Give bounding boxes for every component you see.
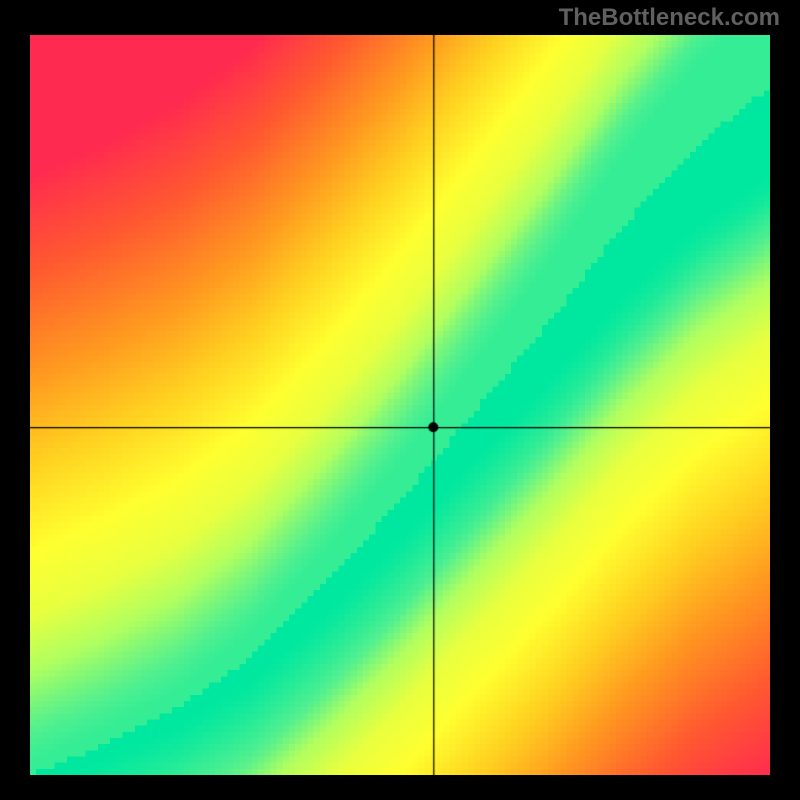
bottleneck-heatmap [30,35,770,775]
watermark-text: TheBottleneck.com [559,4,780,32]
